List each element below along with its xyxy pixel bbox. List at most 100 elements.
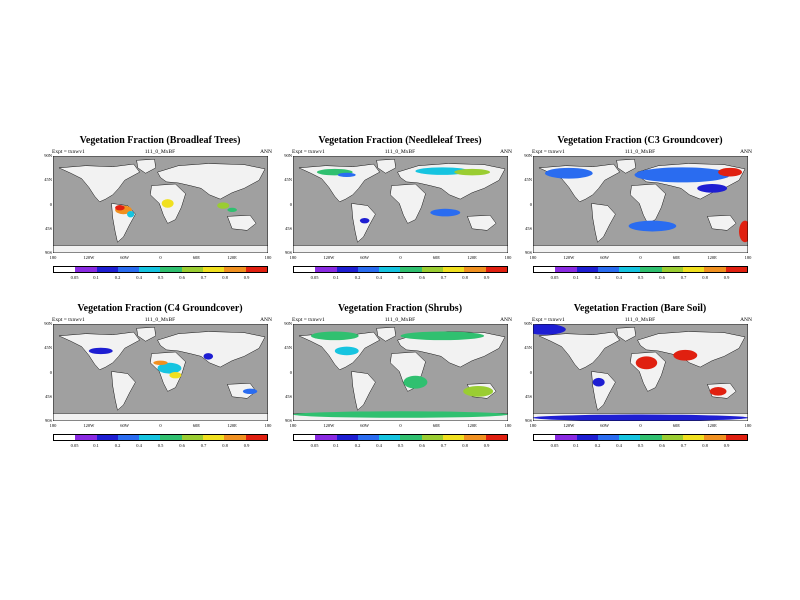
lat-tick-label: 0: [289, 369, 292, 375]
landmass-south-america: [111, 371, 136, 411]
colorbar-swatch: [576, 267, 598, 272]
lat-tick-label: 45S: [44, 393, 52, 399]
colorbar-tick-label: 0.5: [397, 275, 404, 280]
lon-tick-label: 180: [289, 255, 297, 260]
colorbar-tick-label: 0.05: [310, 443, 319, 448]
panel-period-label: ANN: [260, 317, 272, 323]
colorbar-tick-label: 0.2: [354, 443, 361, 448]
colorbar-swatch: [555, 435, 577, 440]
colorbar-tick-label: 0.2: [594, 443, 601, 448]
lat-tick-label: 90S: [524, 250, 532, 255]
lat-tick-label: 90N: [524, 153, 532, 158]
colorbar-swatch: [597, 267, 620, 272]
map-plot: [533, 156, 748, 253]
colorbar-swatch: [117, 267, 140, 272]
colorbar-tick-label: 0.4: [136, 443, 142, 448]
lat-tick-label: 45S: [44, 225, 52, 231]
colorbar-swatch: [224, 267, 246, 272]
lon-tick-label: 180: [264, 255, 272, 260]
panel-run-label: 111_0_MxBF: [624, 317, 656, 323]
vegetation-patch: [334, 346, 359, 356]
lon-tick-label: 0: [159, 255, 162, 260]
colorbar-swatch: [160, 435, 182, 440]
colorbar-swatch: [315, 267, 337, 272]
panel-expt-label: Expt = txnwv1: [292, 149, 325, 155]
lat-tick-label: 45S: [284, 225, 292, 231]
vegetation-patch: [203, 353, 214, 360]
vegetation-patch: [115, 205, 125, 211]
colorbar-tick-label: 0.8: [702, 443, 708, 448]
lon-tick-label: 60W: [360, 423, 370, 428]
colorbar-swatch: [379, 435, 401, 440]
vegetation-patch: [242, 388, 258, 395]
panel-title: Vegetation Fraction (Shrubs): [337, 303, 463, 314]
vegetation-patch: [88, 347, 113, 355]
colorbar-tick-label: 0.7: [200, 275, 207, 280]
colorbar-swatch: [683, 267, 705, 272]
lon-tick-label: 60W: [120, 423, 130, 428]
colorbar-tick-label: 0.05: [550, 275, 559, 280]
colorbar-swatch: [640, 435, 662, 440]
map-panel-bare: Vegetation Fraction (Bare Soil) Expt = tx…: [520, 303, 760, 463]
lon-tick-label: 0: [159, 423, 162, 428]
colorbar-swatch: [619, 267, 641, 272]
colorbar: [533, 434, 748, 441]
lat-tick-label: 90S: [44, 418, 52, 423]
colorbar-swatch: [139, 435, 161, 440]
vegetation-patch: [533, 324, 566, 335]
colorbar-tick-label: 0.7: [200, 443, 207, 448]
vegetation-patch: [463, 385, 494, 397]
colorbar-swatch: [400, 435, 422, 440]
map-plot: [53, 156, 268, 253]
lon-tick-label: 120E: [227, 255, 237, 260]
colorbar: [293, 434, 508, 441]
colorbar-swatch: [534, 435, 556, 440]
colorbar-swatch: [181, 435, 204, 440]
landmass-australia: [227, 215, 257, 231]
panel-period-label: ANN: [500, 149, 512, 155]
vegetation-patch: [403, 375, 428, 389]
landmass-greenland: [376, 327, 396, 342]
lat-tick-label: 90N: [284, 153, 292, 158]
vegetation-patch: [709, 387, 727, 396]
landmass-antarctica: [533, 245, 748, 253]
colorbar-tick-label: 0.7: [680, 443, 687, 448]
colorbar-tick-label: 0.2: [114, 443, 121, 448]
vegetation-patch: [359, 217, 370, 224]
colorbar: [53, 434, 268, 441]
colorbar-swatch: [619, 435, 641, 440]
colorbar-tick-label: 0.8: [222, 275, 228, 280]
lon-tick-label: 0: [399, 423, 402, 428]
panel-run-label: 111_0_MxBF: [144, 317, 176, 323]
colorbar-swatch: [139, 267, 161, 272]
colorbar-swatch: [725, 435, 747, 440]
colorbar-swatch: [357, 435, 380, 440]
colorbar-swatch: [443, 267, 465, 272]
lat-tick-label: 0: [49, 369, 52, 375]
colorbar-swatch: [640, 267, 662, 272]
colorbar-tick-label: 0.6: [419, 443, 425, 448]
vegetation-patch: [161, 199, 174, 208]
vegetation-patch: [400, 331, 485, 341]
lat-tick-label: 90S: [284, 418, 292, 423]
lon-tick-label: 120W: [563, 423, 575, 428]
lon-tick-label: 180: [289, 423, 297, 428]
lon-tick-label: 180: [744, 423, 752, 428]
colorbar-tick-label: 0.4: [616, 275, 622, 280]
colorbar-tick-label: 0.5: [157, 275, 164, 280]
colorbar-swatch: [181, 267, 204, 272]
vegetation-patch: [697, 184, 728, 193]
colorbar-tick-label: 0.4: [376, 443, 382, 448]
colorbar-tick-label: 0.6: [659, 275, 665, 280]
vegetation-patch: [634, 167, 731, 183]
lat-tick-label: 0: [289, 201, 292, 207]
map-panel-shrubs: Vegetation Fraction (Shrubs) Expt = txnwv…: [280, 303, 520, 463]
vegetation-patch: [628, 220, 677, 232]
colorbar-swatch: [421, 435, 444, 440]
lon-tick-label: 180: [529, 423, 537, 428]
panel-expt-label: Expt = txnwv1: [532, 149, 565, 155]
colorbar-swatch: [160, 267, 182, 272]
colorbar-swatch: [704, 267, 726, 272]
colorbar-tick-label: 0.4: [136, 275, 142, 280]
colorbar-swatch: [54, 435, 76, 440]
